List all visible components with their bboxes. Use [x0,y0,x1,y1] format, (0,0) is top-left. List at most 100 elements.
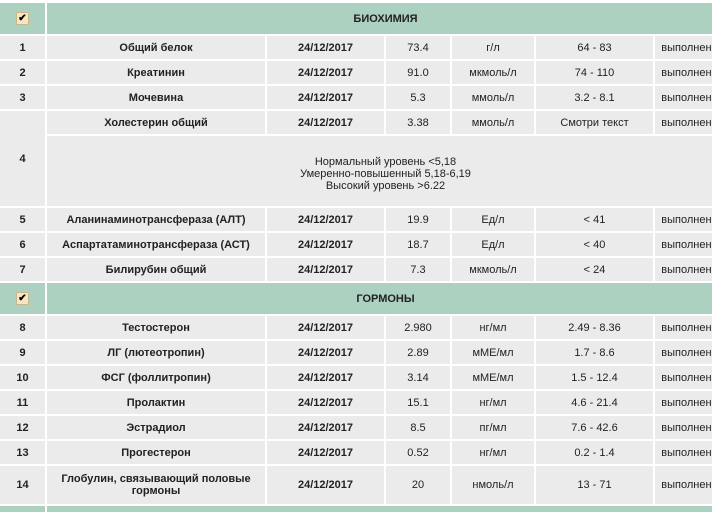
test-value: 15.1 [386,391,450,414]
reference-range: 1.5 - 12.4 [536,366,653,389]
row-number: 12 [0,416,45,439]
row-number: 11 [0,391,45,414]
section-title: ГОРМОНЫ [47,283,712,314]
reference-note: Нормальный уровень <5,18 Умеренно-повышен… [47,136,712,206]
row-number: 9 [0,341,45,364]
test-name: Холестерин общий [47,111,265,134]
test-name: Аланинаминотрансфераза (АЛТ) [47,208,265,231]
test-name: Глобулин, связывающий половые гормоны [47,466,265,504]
next-section-checkbox-cell [0,506,45,512]
test-status: выполнено [655,416,712,439]
test-name: ЛГ (лютеотропин) [47,341,265,364]
test-unit: ммоль/л [452,86,534,109]
test-value: 2.89 [386,341,450,364]
test-date: 24/12/2017 [267,208,384,231]
test-unit: ммоль/л [452,111,534,134]
test-name: Тестостерон [47,316,265,339]
test-name: Эстрадиол [47,416,265,439]
test-value: 5.3 [386,86,450,109]
reference-range: < 41 [536,208,653,231]
note-line: Нормальный уровень <5,18 [314,156,457,168]
section-checkbox-cell[interactable]: ✔ [0,3,45,34]
test-status: выполнено [655,61,712,84]
test-name: Креатинин [47,61,265,84]
test-unit: г/л [452,36,534,59]
test-name: Прогестерон [47,441,265,464]
test-name: ФСГ (фоллитропин) [47,366,265,389]
table-row: 3 Мочевина 24/12/2017 5.3 ммоль/л 3.2 - 8.1 вы… [0,86,712,109]
test-unit: нг/мл [452,441,534,464]
reference-range: 3.2 - 8.1 [536,86,653,109]
table-row: 11 Пролактин 24/12/2017 15.1 нг/мл 4.6 - 21.4… [0,391,712,414]
row-number: 6 [0,233,45,256]
test-date: 24/12/2017 [267,316,384,339]
test-value: 18.7 [386,233,450,256]
test-status: выполнено [655,466,712,504]
table-row: 8 Тестостерон 24/12/2017 2.980 нг/мл 2.49 - 8… [0,316,712,339]
test-status: выполнено [655,341,712,364]
test-name: Билирубин общий [47,258,265,281]
test-value: 7.3 [386,258,450,281]
row-number: 7 [0,258,45,281]
test-date: 24/12/2017 [267,36,384,59]
test-date: 24/12/2017 [267,441,384,464]
checkbox-checked-icon[interactable]: ✔ [16,292,29,305]
row-number: 5 [0,208,45,231]
note-row: Нормальный уровень <5,18 Умеренно-повышен… [0,136,712,206]
row-number: 14 [0,466,45,504]
section-checkbox-cell[interactable]: ✔ [0,283,45,314]
test-name: Общий белок [47,36,265,59]
next-section-header [47,506,712,512]
section-header: ✔ БИОХИМИЯ [0,3,712,34]
checkbox-checked-icon[interactable]: ✔ [16,12,29,25]
table-row: 1 Общий белок 24/12/2017 73.4 г/л 64 - 83 выпо… [0,36,712,59]
test-unit: мкмоль/л [452,61,534,84]
test-date: 24/12/2017 [267,233,384,256]
test-status: выполнено [655,391,712,414]
reference-range: Смотри текст [536,111,653,134]
reference-range: < 24 [536,258,653,281]
test-status: выполнено [655,111,712,134]
reference-range: 13 - 71 [536,466,653,504]
test-status: выполнено [655,316,712,339]
test-value: 20 [386,466,450,504]
row-number: 8 [0,316,45,339]
test-unit: пг/мл [452,416,534,439]
test-status: выполнено [655,86,712,109]
test-date: 24/12/2017 [267,366,384,389]
row-number: 13 [0,441,45,464]
row-number: 3 [0,86,45,109]
row-number: 10 [0,366,45,389]
reference-range: 74 - 110 [536,61,653,84]
test-value: 19.9 [386,208,450,231]
test-date: 24/12/2017 [267,111,384,134]
table-row: 12 Эстрадиол 24/12/2017 8.5 пг/мл 7.6 - 42.6 в… [0,416,712,439]
test-value: 91.0 [386,61,450,84]
test-date: 24/12/2017 [267,416,384,439]
table-row: 6 Аспартатаминотрансфераза (АСТ) 24/12/201… [0,233,712,256]
row-number: 2 [0,61,45,84]
reference-range: 64 - 83 [536,36,653,59]
reference-range: < 40 [536,233,653,256]
reference-range: 0.2 - 1.4 [536,441,653,464]
section-title: БИОХИМИЯ [47,3,712,34]
test-value: 8.5 [386,416,450,439]
table-row: 7 Билирубин общий 24/12/2017 7.3 мкмоль/л < 2… [0,258,712,281]
test-date: 24/12/2017 [267,341,384,364]
note-line: Умеренно-повышенный 5,18-6,19 [300,168,471,180]
table-row: 5 Аланинаминотрансфераза (АЛТ) 24/12/2017 1… [0,208,712,231]
test-value: 73.4 [386,36,450,59]
test-status: выполнено [655,233,712,256]
row-number: 1 [0,36,45,59]
test-unit: нмоль/л [452,466,534,504]
table-row: 9 ЛГ (лютеотропин) 24/12/2017 2.89 мМЕ/мл 1.7… [0,341,712,364]
test-name: Пролактин [47,391,265,414]
test-status: выполнено [655,36,712,59]
table-row: 13 Прогестерон 24/12/2017 0.52 нг/мл 0.2 - 1.… [0,441,712,464]
test-unit: нг/мл [452,316,534,339]
table-row: 10 ФСГ (фоллитропин) 24/12/2017 3.14 мМЕ/мл 1… [0,366,712,389]
section-header: ✔ ГОРМОНЫ [0,283,712,314]
table-row: 4 Холестерин общий 24/12/2017 3.38 ммоль/л См… [0,111,712,206]
reference-range: 1.7 - 8.6 [536,341,653,364]
